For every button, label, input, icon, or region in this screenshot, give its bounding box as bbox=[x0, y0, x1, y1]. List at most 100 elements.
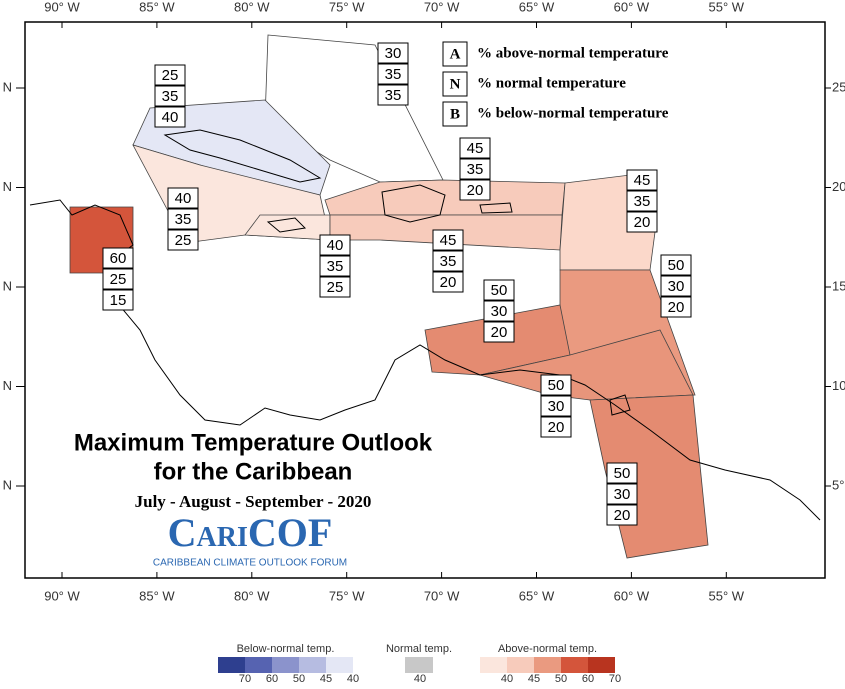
value-label: 35 bbox=[327, 258, 344, 275]
value-label: 35 bbox=[440, 253, 457, 270]
value-box bbox=[319, 255, 351, 277]
value-label: 40 bbox=[327, 237, 344, 254]
colorbar-tick: 40 bbox=[414, 673, 426, 684]
logo-subtitle: CARIBBEAN CLIMATE OUTLOOK FORUM bbox=[153, 558, 347, 569]
lon-label-top: 90° W bbox=[44, 0, 80, 14]
value-label: 40 bbox=[175, 190, 192, 207]
colorbar-tick: 45 bbox=[320, 673, 332, 684]
lon-label-top: 65° W bbox=[519, 0, 555, 14]
value-label: 30 bbox=[491, 303, 508, 320]
value-label: 35 bbox=[162, 88, 179, 105]
colorbar-swatch bbox=[218, 657, 245, 673]
regions bbox=[69, 34, 709, 559]
value-label: 45 bbox=[440, 232, 457, 249]
value-box bbox=[154, 64, 186, 86]
value-box bbox=[626, 211, 658, 233]
value-label: 50 bbox=[614, 465, 631, 482]
key-letter: A bbox=[450, 46, 461, 62]
lon-label-bottom: 60° W bbox=[614, 588, 650, 603]
value-box bbox=[483, 321, 515, 343]
title-line2: for the Caribbean bbox=[154, 458, 353, 485]
lon-label-top: 85° W bbox=[139, 0, 175, 14]
colorbar-label: Below-normal temp. bbox=[237, 643, 335, 655]
value-box bbox=[319, 276, 351, 298]
lon-label-top: 80° W bbox=[234, 0, 270, 14]
trinidad-outline bbox=[609, 394, 631, 416]
value-box bbox=[626, 190, 658, 212]
value-box bbox=[660, 296, 692, 318]
colorbar-tick: 50 bbox=[555, 673, 567, 684]
colorbar-label: Above-normal temp. bbox=[498, 643, 597, 655]
logo: CariCOF bbox=[168, 510, 333, 555]
colorbar-tick: 70 bbox=[609, 673, 621, 684]
title: Maximum Temperature Outlook bbox=[74, 429, 433, 456]
value-box bbox=[102, 247, 134, 269]
colorbar: Below-normal temp. 70 60 50 45 40 Normal temp.… bbox=[218, 643, 621, 685]
key-box bbox=[442, 71, 468, 97]
lon-label-bottom: 80° W bbox=[234, 588, 270, 603]
value-box bbox=[377, 84, 409, 106]
lon-label-bottom: 85° W bbox=[139, 588, 175, 603]
lon-label-top: 60° W bbox=[614, 0, 650, 14]
colorbar-tick: 70 bbox=[239, 673, 251, 684]
colorbar-tick: 60 bbox=[266, 673, 278, 684]
value-box bbox=[154, 106, 186, 128]
colorbar-swatch bbox=[326, 657, 353, 673]
lat-label-right: 10° bbox=[832, 378, 845, 393]
value-label: 25 bbox=[110, 271, 127, 288]
value-label: 20 bbox=[668, 299, 685, 316]
value-box bbox=[660, 275, 692, 297]
colorbar-label: Normal temp. bbox=[386, 643, 452, 655]
key-text: % below-normal temperature bbox=[477, 105, 669, 121]
lon-label-top: 75° W bbox=[329, 0, 365, 14]
value-box bbox=[606, 504, 638, 526]
value-box bbox=[154, 85, 186, 107]
value-label: 35 bbox=[175, 211, 192, 228]
value-label: 35 bbox=[467, 161, 484, 178]
probability-boxes: 30 35 35 25 35 40 40 35 25 40 35 25 45 35 20 45 35 20 45 35… bbox=[102, 42, 692, 526]
lon-label-bottom: 65° W bbox=[519, 588, 555, 603]
lon-label-bottom: 90° W bbox=[44, 588, 80, 603]
jamaica-outline bbox=[266, 217, 307, 233]
value-label: 45 bbox=[467, 140, 484, 157]
lat-label-left: N bbox=[3, 477, 12, 492]
value-box bbox=[167, 208, 199, 230]
colorbar-tick: 40 bbox=[501, 673, 513, 684]
lat-label-right: 25° bbox=[832, 79, 845, 94]
value-box bbox=[459, 137, 491, 159]
key: A % above-normal temperature N % normal tem… bbox=[442, 41, 669, 127]
lon-label-bottom: 70° W bbox=[424, 588, 460, 603]
value-box bbox=[483, 279, 515, 301]
key-box bbox=[442, 101, 468, 127]
value-box bbox=[459, 158, 491, 180]
value-box bbox=[540, 374, 572, 396]
lon-label-bottom: 55° W bbox=[709, 588, 745, 603]
value-box bbox=[432, 271, 464, 293]
value-label: 25 bbox=[175, 232, 192, 249]
hispaniola-outline bbox=[381, 184, 446, 223]
lat-label-right: 15° bbox=[832, 278, 845, 293]
value-label: 45 bbox=[634, 172, 651, 189]
value-box bbox=[319, 234, 351, 256]
value-box bbox=[432, 250, 464, 272]
value-label: 20 bbox=[467, 182, 484, 199]
colorbar-swatch bbox=[405, 657, 433, 673]
value-label: 40 bbox=[162, 109, 179, 126]
value-label: 20 bbox=[491, 324, 508, 341]
colorbar-swatch bbox=[507, 657, 534, 673]
value-label: 50 bbox=[668, 257, 685, 274]
lon-label-top: 55° W bbox=[709, 0, 745, 14]
value-box bbox=[377, 63, 409, 85]
axes: 90° W 90° W 85° W 85° W 80° W 80° W 75° W 75° W… bbox=[3, 0, 845, 603]
value-label: 20 bbox=[440, 274, 457, 291]
colorbar-tick: 40 bbox=[347, 673, 359, 684]
value-label: 35 bbox=[634, 193, 651, 210]
colorbar-swatch bbox=[272, 657, 299, 673]
value-label: 30 bbox=[614, 486, 631, 503]
colorbar-swatch bbox=[480, 657, 507, 673]
key-letter: B bbox=[450, 106, 460, 122]
lon-label-bottom: 75° W bbox=[329, 588, 365, 603]
key-text: % above-normal temperature bbox=[477, 45, 669, 61]
value-box bbox=[540, 416, 572, 438]
lat-label-left: N bbox=[3, 79, 12, 94]
